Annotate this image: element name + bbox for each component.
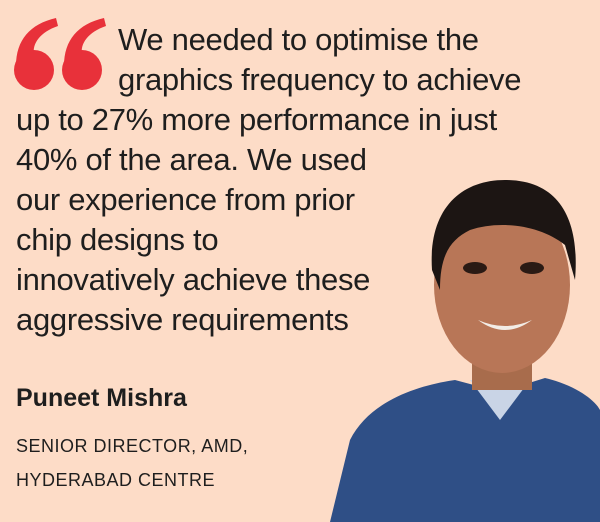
quote-line: our experience from prior (16, 182, 355, 217)
person-title: HYDERABAD CENTRE (16, 470, 216, 490)
quote-line: graphics frequency to achieve (118, 62, 522, 97)
quote-line: chip designs to (16, 222, 219, 257)
person-name: Puneet Mishra (16, 384, 187, 412)
quote-line: innovatively achieve these (16, 262, 371, 297)
portrait (330, 180, 600, 522)
quote-line: aggressive requirements (16, 302, 349, 337)
quote-line: 40% of the area. We used (16, 142, 367, 177)
quote-line: up to 27% more performance in just (16, 102, 497, 137)
quote-mark (14, 18, 106, 90)
quote-line: We needed to optimise the (118, 22, 479, 57)
person-title: SENIOR DIRECTOR, AMD, (16, 436, 249, 456)
